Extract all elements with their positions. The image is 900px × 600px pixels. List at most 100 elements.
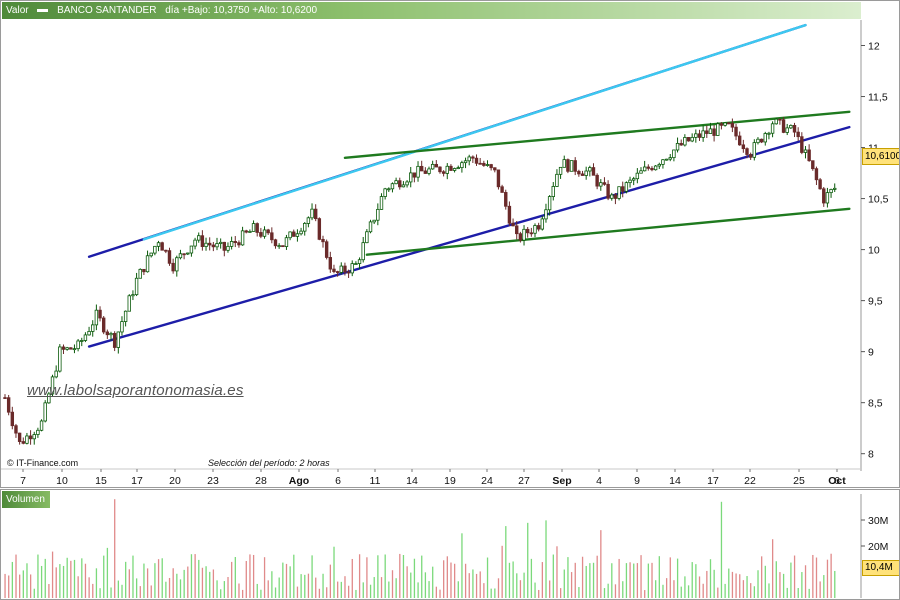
volume-bar (88, 577, 90, 598)
candle (61, 344, 66, 355)
price-chart-panel[interactable]: Valor BANCO SANTANDER día +Bajo: 10,3750… (0, 0, 900, 488)
volume-bar (402, 554, 405, 598)
volume-bar (29, 574, 32, 598)
volume-bar (793, 555, 796, 598)
volume-y-axis: 20M 30M (861, 515, 888, 553)
volume-bar (326, 587, 328, 598)
candle (394, 177, 398, 185)
candle (430, 160, 435, 170)
volume-bar (190, 554, 193, 598)
volume-bar (530, 558, 533, 598)
candle (32, 431, 36, 445)
candle (456, 165, 460, 170)
volume-bar (4, 573, 6, 598)
candle (427, 166, 431, 176)
candle (255, 222, 259, 237)
candle (536, 222, 541, 232)
volume-label: Volumen (6, 494, 45, 505)
volume-title-bar: Volumen (2, 491, 50, 508)
candle (321, 235, 325, 248)
volume-bar (285, 563, 288, 598)
candle (328, 251, 333, 273)
candle (266, 228, 270, 235)
candle (416, 161, 420, 182)
volume-bar (278, 577, 280, 598)
candle (664, 158, 669, 161)
volume-bar (717, 587, 719, 598)
volume-bar (234, 556, 236, 598)
x-tick-label: Ago (289, 475, 309, 487)
volume-bar (267, 580, 269, 598)
volume-bar (614, 584, 617, 598)
candle (398, 177, 402, 190)
volume-bar (651, 562, 653, 598)
candle (58, 344, 62, 373)
candle (774, 117, 778, 125)
candle (577, 169, 581, 177)
volume-bar (194, 554, 196, 598)
candle (240, 226, 245, 246)
volume-chart[interactable]: 20M 30M (1, 490, 900, 600)
volume-bar (676, 558, 679, 598)
volume-bar (81, 558, 83, 598)
candle (474, 154, 479, 166)
candle (218, 238, 223, 249)
watermark-link[interactable]: www.labolsaporantonomasia.es (27, 382, 244, 399)
volume-bar (556, 546, 558, 598)
y-tick-label: 8,5 (868, 398, 883, 410)
candle (91, 320, 95, 337)
candle (262, 226, 267, 239)
trend-line (87, 125, 851, 348)
candle (189, 245, 194, 257)
candle (734, 123, 738, 141)
x-tick-label: 9 (634, 475, 640, 487)
candle (376, 203, 380, 226)
candle (295, 229, 300, 242)
volume-bar (121, 584, 123, 598)
volume-bar (611, 563, 613, 598)
volume-bar (757, 570, 759, 598)
candle (500, 184, 504, 193)
candle (310, 203, 314, 221)
volume-bar (665, 578, 668, 598)
volume-bar (362, 582, 364, 598)
candle (72, 344, 77, 354)
period-note: Selección del período: 2 horas (208, 458, 330, 468)
candle (17, 432, 22, 445)
candle (562, 155, 566, 168)
volume-bar (428, 581, 430, 598)
candle (101, 316, 106, 335)
x-tick-label: 25 (793, 475, 805, 487)
volume-bar (512, 561, 514, 598)
candle (390, 182, 395, 193)
volume-bar (103, 555, 105, 598)
candle (87, 326, 91, 336)
volume-bar (644, 590, 646, 598)
volume-bar (739, 574, 741, 598)
candle (372, 219, 376, 225)
volume-bar (366, 557, 368, 598)
volume-tick-label: 20M (868, 541, 888, 553)
x-tick-label: 15 (95, 475, 107, 487)
volume-bar (483, 583, 485, 598)
volume-bar (472, 569, 474, 598)
volume-bar (782, 573, 785, 598)
candle (226, 242, 230, 253)
candle (25, 432, 29, 445)
volume-bar (132, 555, 134, 598)
volume-chart-panel[interactable]: Volumen 20M 30M 10,4M (0, 489, 900, 600)
candle (507, 201, 512, 226)
candle (153, 245, 157, 256)
candle (434, 160, 439, 168)
volume-bar (44, 558, 46, 598)
price-chart[interactable]: 8 8,5 9 9,5 10 10,5 11 11,5 12 7 10 15 17 20 23 28 Ago 6… (1, 1, 900, 488)
candle (83, 332, 88, 343)
x-tick-label: 28 (255, 475, 267, 487)
volume-bar (443, 560, 445, 598)
volume-bar (33, 588, 35, 598)
volume-bar (212, 569, 215, 598)
volume-bar (117, 580, 120, 598)
candle (335, 270, 340, 277)
volume-bar (125, 561, 127, 598)
